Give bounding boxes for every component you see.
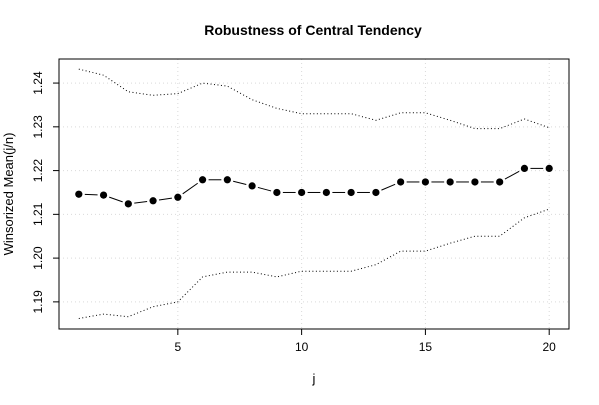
upper-bound-line	[79, 69, 549, 129]
estimate-point	[249, 182, 256, 189]
estimate-point	[273, 189, 280, 196]
estimate-point	[496, 178, 503, 185]
estimate-point	[447, 178, 454, 185]
grid-layer	[59, 59, 569, 329]
estimate-segment	[159, 198, 172, 200]
y-tick-label: 1.20	[31, 246, 45, 270]
estimate-point	[75, 191, 82, 198]
y-tick-label: 1.22	[31, 159, 45, 183]
estimate-point	[521, 165, 528, 172]
estimate-point	[224, 176, 231, 183]
estimate-segment	[258, 187, 271, 190]
plot-frame	[59, 59, 569, 329]
x-tick-label: 5	[174, 340, 181, 354]
estimate-point	[125, 200, 132, 207]
estimate-point	[298, 189, 305, 196]
estimate-segment	[183, 183, 198, 194]
estimate-point	[100, 191, 107, 198]
y-axis-label: Winsorized Mean(j/n)	[1, 133, 16, 256]
estimate-segment	[233, 181, 246, 184]
lower-bound-line	[79, 209, 549, 318]
estimate-segment	[109, 197, 122, 202]
axis-layer: 5 10 15 20 1.19 1.20 1.21 1.22 1.23 1.24	[31, 71, 556, 354]
estimate-segment	[134, 202, 147, 204]
x-tick-label: 10	[295, 340, 309, 354]
y-tick-label: 1.21	[31, 202, 45, 226]
estimate-point	[149, 197, 156, 204]
series-layer	[75, 69, 553, 318]
estimate-point	[199, 176, 206, 183]
x-tick-label: 15	[419, 340, 433, 354]
chart-title: Robustness of Central Tendency	[204, 22, 422, 38]
estimate-point	[546, 165, 553, 172]
estimate-point	[323, 189, 330, 196]
x-tick-label: 20	[543, 340, 557, 354]
x-axis-label: j	[312, 371, 316, 386]
y-tick-label: 1.19	[31, 290, 45, 314]
estimate-point	[397, 178, 404, 185]
estimate-point	[422, 178, 429, 185]
estimate-segment	[505, 171, 519, 179]
estimate-point	[471, 178, 478, 185]
estimate-point	[174, 194, 181, 201]
y-tick-label: 1.23	[31, 115, 45, 139]
estimate-segment	[381, 184, 395, 190]
estimate-point	[372, 189, 379, 196]
estimate-point	[348, 189, 355, 196]
y-tick-label: 1.24	[31, 71, 45, 95]
